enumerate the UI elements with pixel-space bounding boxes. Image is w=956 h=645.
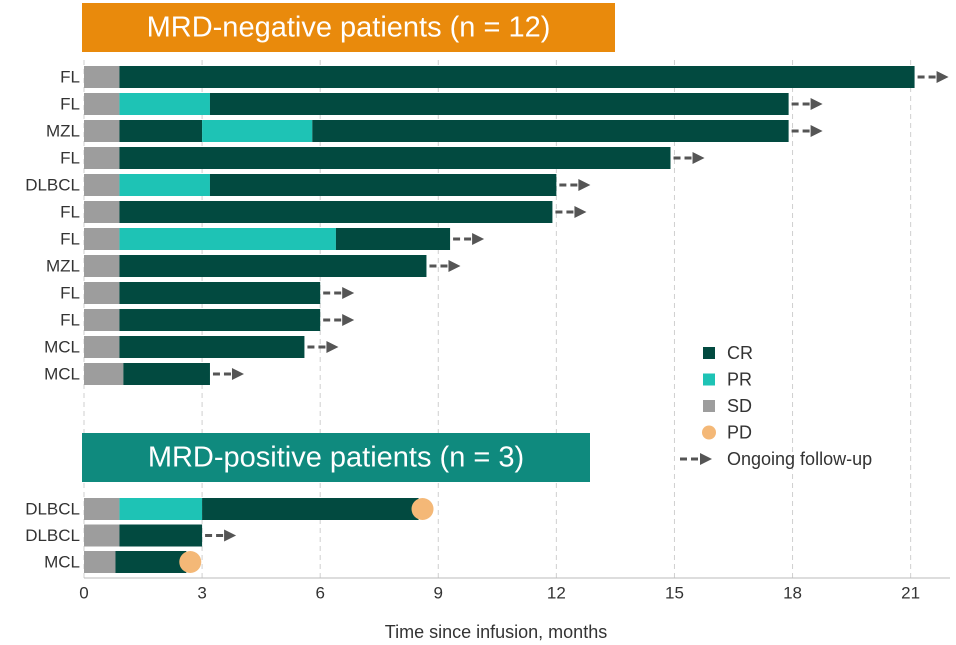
pd-marker [179,551,202,573]
response-segment [119,255,427,277]
group-header [82,3,615,52]
ongoing-arrow-head [342,287,355,299]
group-title: MRD-positive patients (n = 3) [148,442,524,474]
x-axis-label: Time since infusion, months [385,622,607,642]
ongoing-arrow-head [472,233,485,245]
response-segment [84,363,124,385]
response-segment [84,255,120,277]
response-segment [84,282,120,304]
response-segment [84,498,120,520]
ongoing-arrow-head [574,206,587,218]
response-segment [84,66,120,88]
response-segment [209,174,557,196]
ongoing-arrow-head [692,152,705,164]
patient-label: MCL [44,364,80,383]
legend-swatch [703,373,715,386]
x-tick-label: 12 [547,583,566,602]
ongoing-arrow-head [231,368,244,380]
patient-label: DLBCL [25,175,80,194]
response-segment [84,336,120,358]
response-segment [119,66,915,88]
legend-label: SD [727,396,752,416]
response-segment [84,228,120,250]
patient-label: FL [60,148,80,167]
legend-swatch [703,347,715,359]
patient-label: MCL [44,337,80,356]
patient-label: MCL [44,552,80,571]
ongoing-arrow-head [448,260,461,272]
response-segment [312,120,789,142]
x-tick-label: 9 [434,583,443,602]
response-segment [119,93,210,115]
legend-label: PD [727,422,752,442]
patient-label: DLBCL [25,499,80,518]
ongoing-arrow-head [936,71,949,83]
legend-label: Ongoing follow-up [727,449,872,469]
patient-label: FL [60,229,80,248]
group-header [82,433,590,482]
legend-label: PR [727,369,752,389]
x-tick-label: 21 [901,583,920,602]
legend-swatch [703,400,715,412]
ongoing-arrow-head [810,98,823,110]
group-title: MRD-negative patients (n = 12) [147,12,551,44]
response-segment [84,174,120,196]
patient-label: FL [60,310,80,329]
x-tick-label: 6 [315,583,324,602]
response-segment [119,147,671,169]
patient-label: FL [60,94,80,113]
ongoing-arrow-head [342,314,355,326]
response-segment [115,551,187,573]
legend-swatch [702,425,716,440]
response-segment [119,201,553,223]
response-segment [119,174,210,196]
x-tick-label: 3 [197,583,206,602]
x-tick-label: 18 [783,583,802,602]
patient-label: DLBCL [25,526,80,545]
response-segment [84,93,120,115]
response-segment [209,93,789,115]
response-segment [84,120,120,142]
response-segment [119,309,321,331]
response-segment [119,282,321,304]
response-segment [84,309,120,331]
legend-label: CR [727,343,753,363]
response-segment [84,147,120,169]
patient-label: FL [60,283,80,302]
response-segment [123,363,210,385]
response-segment [119,524,203,547]
patient-label: FL [60,202,80,221]
response-segment [84,524,120,547]
response-segment [202,498,419,520]
response-segment [119,228,336,250]
response-segment [335,228,451,250]
ongoing-arrow-head [578,179,591,191]
ongoing-arrow-head [224,529,237,542]
ongoing-arrow-head [810,125,823,137]
x-tick-label: 15 [665,583,684,602]
pd-marker [411,498,434,520]
ongoing-arrow-head [326,341,339,353]
response-segment [119,498,203,520]
x-tick-label: 0 [79,583,88,602]
response-segment [84,551,116,573]
legend-swatch [700,453,712,465]
patient-label: MZL [46,256,80,275]
response-segment [119,120,203,142]
response-segment [119,336,305,358]
response-segment [84,201,120,223]
response-segment [202,120,313,142]
patient-label: MZL [46,121,80,140]
patient-label: FL [60,67,80,86]
